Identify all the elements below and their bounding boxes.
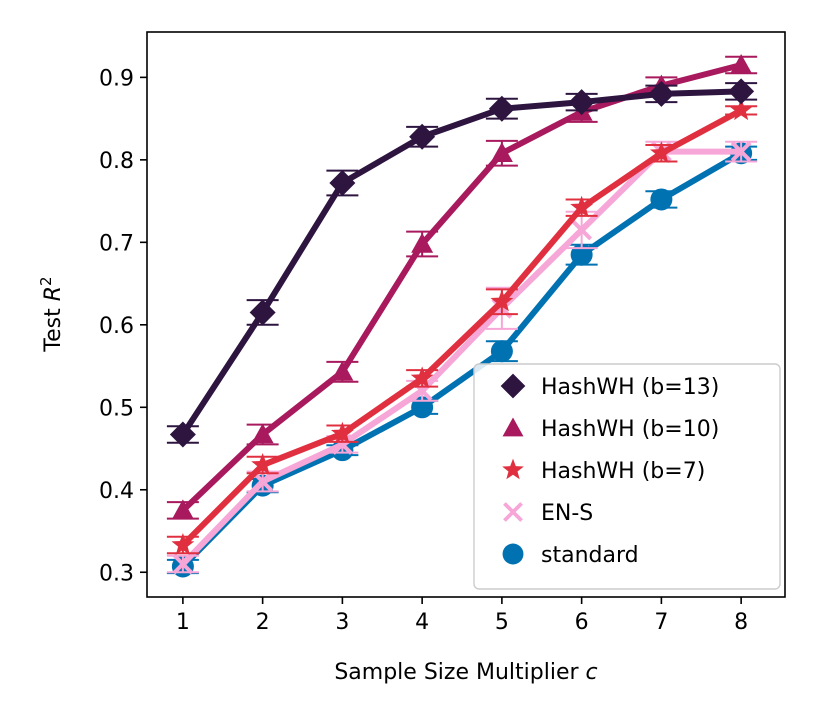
data-point	[330, 421, 354, 444]
legend-item: HashWH (b=10)	[502, 417, 719, 442]
legend: HashWH (b=13) HashWH (b=10) HashWH (b=7) EN…	[473, 363, 781, 590]
data-point	[251, 453, 275, 475]
legend-item: EN-S	[503, 501, 593, 526]
x-tick-label: 8	[734, 610, 748, 635]
data-point	[169, 421, 196, 448]
data-point	[410, 366, 434, 389]
legend-item: HashWH (b=7)	[502, 458, 705, 484]
data-point	[570, 195, 594, 218]
legend-marker	[500, 373, 526, 399]
series-hashwh-b-13-	[166, 78, 758, 448]
legend-marker	[502, 543, 524, 565]
data-point	[730, 53, 753, 74]
legend-entries: HashWH (b=13) HashWH (b=10) HashWH (b=7) EN…	[500, 373, 719, 568]
legend-item: standard	[502, 543, 639, 568]
series-layer	[166, 53, 758, 578]
legend-label: EN-S	[541, 501, 593, 526]
data-point	[251, 423, 274, 444]
x-tick-label: 7	[654, 610, 668, 635]
x-tick-label: 4	[415, 610, 429, 635]
data-point	[490, 142, 513, 163]
data-point	[331, 360, 354, 381]
ticks-layer: 1 2 3 4 5 6 7 8 0.3 0.4 0.5 0.6 0.7 0.8 0.9	[99, 66, 748, 635]
y-tick-label: 0.6	[99, 314, 134, 339]
data-point	[249, 299, 276, 326]
data-point	[490, 289, 514, 312]
legend-frame	[473, 363, 781, 590]
data-point	[411, 232, 434, 253]
y-tick-label: 0.7	[99, 231, 134, 256]
legend-marker	[502, 417, 524, 437]
data-point	[728, 78, 755, 105]
y-tick-label: 0.9	[99, 66, 134, 91]
data-point	[171, 499, 194, 520]
x-tick-label: 3	[335, 610, 349, 635]
x-tick-label: 5	[495, 610, 509, 635]
x-tick-label: 6	[575, 610, 589, 635]
data-point	[570, 243, 593, 266]
series-hashwh-b-10-	[166, 53, 758, 520]
legend-label: HashWH (b=13)	[541, 375, 719, 400]
legend-marker	[503, 502, 523, 522]
data-point	[409, 123, 436, 150]
y-tick-label: 0.3	[99, 561, 134, 586]
data-point	[329, 169, 356, 196]
y-axis-label: Test R2	[37, 276, 66, 352]
data-point	[490, 340, 513, 363]
data-point	[488, 95, 515, 122]
y-tick-label: 0.5	[99, 396, 134, 421]
data-point	[171, 533, 195, 555]
legend-label: standard	[541, 543, 639, 568]
data-point	[172, 553, 194, 575]
x-axis-label: Sample Size Multiplier c	[334, 660, 597, 685]
data-point	[648, 80, 675, 107]
series-line	[179, 88, 745, 438]
data-point	[411, 396, 434, 419]
data-point	[729, 98, 753, 121]
data-point	[650, 188, 673, 211]
data-point	[252, 471, 274, 492]
data-point	[571, 219, 593, 241]
legend-label: HashWH (b=7)	[541, 459, 705, 484]
legend-label: HashWH (b=10)	[541, 417, 719, 442]
x-tick-label: 1	[176, 610, 190, 635]
y-tick-label: 0.4	[99, 479, 134, 504]
plot-frame	[146, 31, 786, 598]
legend-item: HashWH (b=13)	[500, 373, 719, 400]
x-tick-label: 2	[256, 610, 270, 635]
data-point	[649, 141, 673, 163]
legend-marker	[502, 458, 524, 480]
y-tick-label: 0.8	[99, 149, 134, 174]
data-point	[568, 89, 595, 116]
series-hashwh-b-7-	[166, 98, 758, 555]
data-point	[730, 141, 752, 163]
